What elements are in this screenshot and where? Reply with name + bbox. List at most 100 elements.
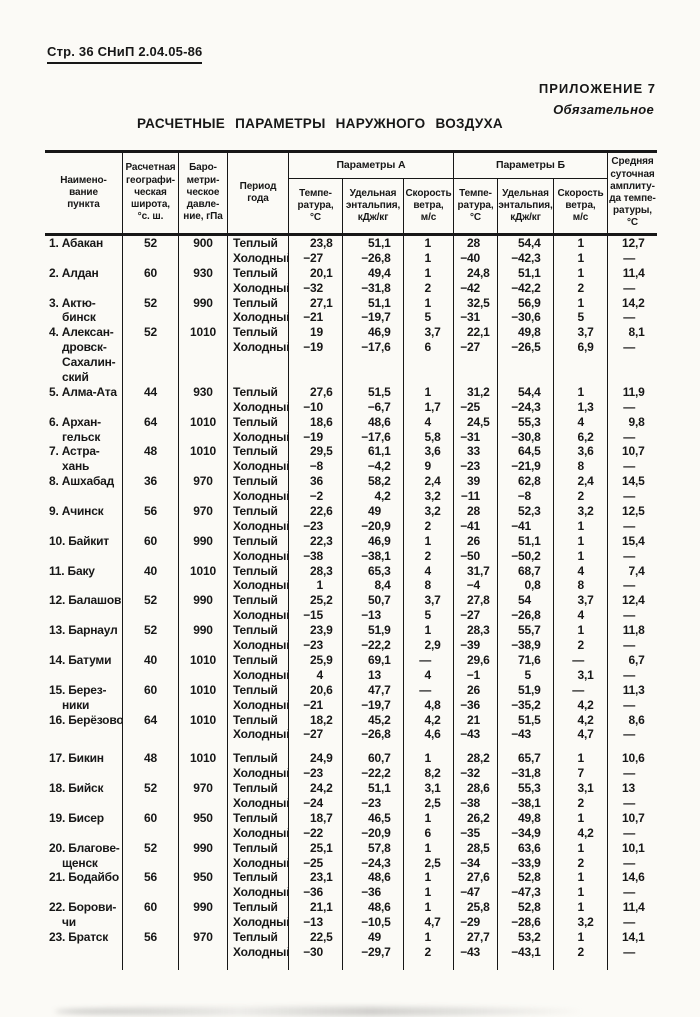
latitude-cell: [122, 667, 178, 683]
wind-a-cell: 4,2: [403, 712, 453, 728]
enthalpy-b-cell: −26,8: [497, 608, 553, 624]
enthalpy-a-cell: 46,9: [342, 325, 403, 341]
period-cell: Теплый: [227, 623, 288, 639]
wind-a-cell: 3,7: [403, 325, 453, 341]
latitude-cell: [122, 459, 178, 475]
amplitude-cell: 9,8: [607, 414, 657, 430]
enthalpy-a-cell: −29,7: [342, 944, 403, 960]
wind-b-cell: 3,2: [553, 504, 607, 519]
latitude-cell: 52: [122, 623, 178, 639]
wind-a-cell: 6: [403, 825, 453, 841]
enthalpy-a-cell: −19,7: [342, 310, 403, 326]
wind-a-cell: 3,7: [403, 593, 453, 609]
amplitude-cell: —: [607, 310, 657, 326]
temp-b-cell: −40: [453, 250, 497, 266]
enthalpy-a-cell: 51,5: [342, 384, 403, 400]
temp-b-cell: −31: [453, 429, 497, 445]
latitude-cell: [122, 795, 178, 811]
spacer-cell: [453, 742, 497, 752]
wind-a-cell: 6: [403, 340, 453, 356]
amplitude-cell: 15,4: [607, 533, 657, 549]
pressure-cell: [178, 825, 227, 841]
period-cell: Теплый: [227, 444, 288, 460]
enthalpy-a-cell: −6,7: [342, 399, 403, 415]
amplitude-cell: —: [607, 727, 657, 743]
enthalpy-b-cell: 53,2: [497, 929, 553, 945]
enthalpy-a-cell: 51,9: [342, 623, 403, 639]
city-name-cell: 11. Баку: [49, 563, 95, 578]
wind-a-cell: 1: [403, 751, 453, 767]
enthalpy-a-cell: −36: [342, 885, 403, 901]
amplitude-cell: 11,9: [607, 384, 657, 400]
amplitude-cell: —: [607, 825, 657, 841]
pressure-cell: 900: [178, 236, 227, 251]
temp-b-cell: −38: [453, 795, 497, 811]
enthalpy-b-cell: 5: [497, 667, 553, 683]
wind-a-cell: 8: [403, 578, 453, 594]
pressure-cell: 990: [178, 623, 227, 639]
period-cell: Теплый: [227, 504, 288, 519]
temp-a-cell: −2: [288, 489, 342, 505]
amplitude-cell: [607, 370, 657, 385]
temp-b-cell: 27,6: [453, 870, 497, 886]
period-cell: Холодный: [227, 280, 288, 296]
temp-b-cell: −43: [453, 727, 497, 743]
wind-a-cell: 3,2: [403, 489, 453, 505]
wind-a-cell: 5,8: [403, 429, 453, 445]
latitude-cell: 60: [122, 810, 178, 826]
enthalpy-b-cell: [497, 370, 553, 385]
period-cell: Холодный: [227, 795, 288, 811]
pressure-cell: 1010: [178, 414, 227, 430]
wind-a-cell: 1: [403, 236, 453, 251]
enthalpy-b-cell: [497, 355, 553, 371]
city-name-cell: [45, 766, 122, 781]
temp-b-cell: −36: [453, 697, 497, 713]
spacer-cell: [227, 959, 288, 970]
enthalpy-b-cell: 63,6: [497, 840, 553, 856]
enthalpy-b-cell: −38,1: [497, 795, 553, 811]
temp-b-cell: −39: [453, 638, 497, 653]
amplitude-cell: —: [607, 944, 657, 960]
col-header-period: Период года: [227, 153, 288, 233]
temp-b-cell: −27: [453, 608, 497, 624]
pressure-cell: [178, 250, 227, 266]
latitude-cell: 36: [122, 474, 178, 490]
pressure-cell: [178, 340, 227, 356]
pressure-cell: 990: [178, 900, 227, 916]
latitude-cell: 60: [122, 900, 178, 916]
wind-b-cell: 3,7: [553, 325, 607, 341]
enthalpy-a-cell: [342, 370, 403, 385]
appendix-label: ПРИЛОЖЕНИЕ 7: [538, 81, 656, 96]
enthalpy-b-cell: 51,1: [497, 265, 553, 281]
temp-b-cell: 22,1: [453, 325, 497, 341]
wind-b-cell: 1,3: [553, 399, 607, 415]
enthalpy-a-cell: [342, 355, 403, 371]
temp-b-cell: 39: [453, 474, 497, 490]
pressure-cell: [178, 727, 227, 743]
pressure-cell: [178, 855, 227, 871]
amplitude-cell: —: [607, 638, 657, 653]
latitude-cell: 52: [122, 840, 178, 856]
pressure-cell: [178, 578, 227, 594]
pressure-cell: [178, 370, 227, 385]
enthalpy-a-cell: 49: [342, 929, 403, 945]
col-header-wind-b: Скорость ветра, м/с: [553, 179, 607, 233]
enthalpy-b-cell: 65,7: [497, 751, 553, 767]
enthalpy-a-cell: 48,6: [342, 414, 403, 430]
enthalpy-b-cell: 0,8: [497, 578, 553, 594]
period-cell: Холодный: [227, 855, 288, 871]
latitude-cell: [122, 638, 178, 653]
spacer-cell: [178, 742, 227, 752]
pressure-cell: [178, 489, 227, 505]
wind-b-cell: 1: [553, 929, 607, 945]
appendix-note: Обязательное: [553, 102, 654, 117]
spacer-cell: [178, 959, 227, 970]
amplitude-cell: —: [607, 489, 657, 505]
col-header-wind-a: Скорость ветра, м/с: [403, 179, 453, 233]
temp-b-cell: 31,2: [453, 384, 497, 400]
latitude-cell: [122, 915, 178, 930]
temp-a-cell: 25,2: [288, 593, 342, 609]
period-cell: Холодный: [227, 944, 288, 960]
period-cell: Теплый: [227, 593, 288, 609]
enthalpy-b-cell: 52,8: [497, 870, 553, 886]
